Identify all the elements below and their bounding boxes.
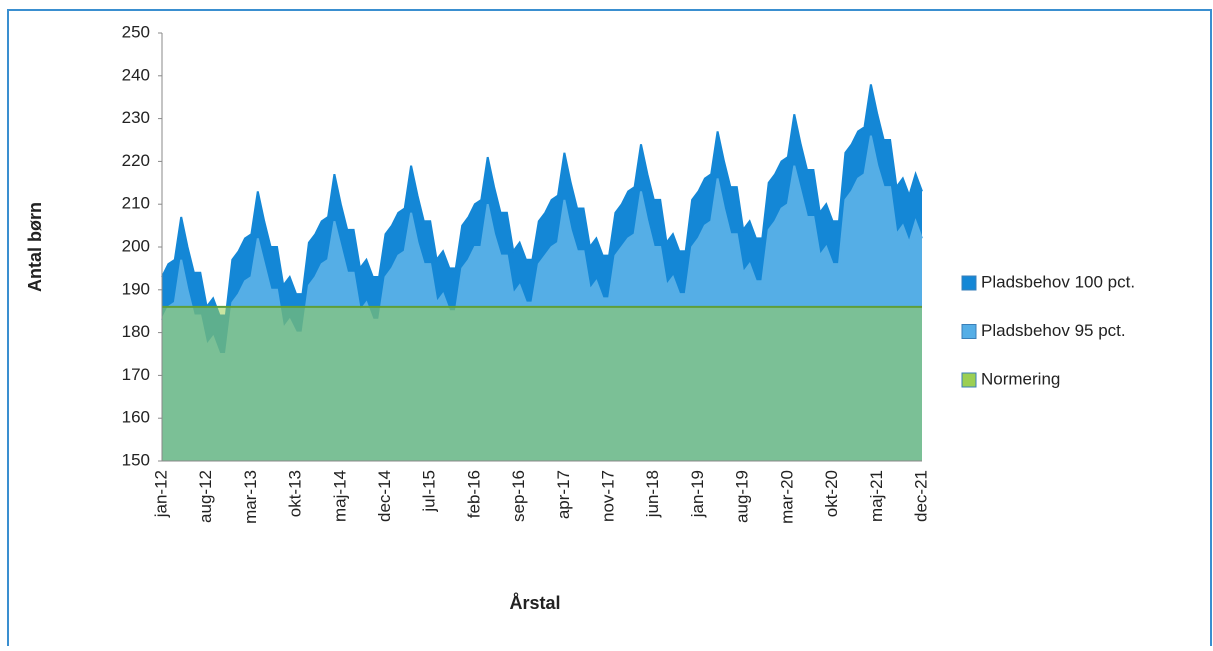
x-tick-label: maj-21 xyxy=(867,470,886,522)
x-tick-label: aug-12 xyxy=(196,470,215,523)
x-tick-label: dec-21 xyxy=(911,470,930,522)
x-tick-label: feb-16 xyxy=(464,470,483,518)
x-tick-label: sep-16 xyxy=(509,470,528,522)
x-tick-label: mar-13 xyxy=(241,470,260,524)
x-axis-label: Årstal xyxy=(509,593,560,613)
x-tick-label: jan-12 xyxy=(151,470,170,518)
x-tick-label: jun-18 xyxy=(643,470,662,518)
legend-label: Pladsbehov 100 pct. xyxy=(981,272,1135,291)
x-tick-label: dec-14 xyxy=(375,470,394,522)
y-tick-label: 250 xyxy=(122,22,150,41)
y-tick-label: 210 xyxy=(122,194,150,213)
series-line xyxy=(161,84,923,317)
legend-label: Normering xyxy=(981,369,1060,388)
y-tick-label: 150 xyxy=(122,450,150,469)
legend-swatch xyxy=(961,324,977,339)
y-tick-label: 220 xyxy=(122,151,150,170)
x-tick-label: mar-20 xyxy=(777,470,796,524)
x-tick-label: jul-15 xyxy=(420,470,439,513)
y-axis-label: Antal børn xyxy=(25,202,45,292)
legend-label: Pladsbehov 95 pct. xyxy=(981,321,1126,340)
y-tick-label: 170 xyxy=(122,365,150,384)
y-tick-label: 240 xyxy=(122,65,150,84)
legend-swatch xyxy=(961,372,977,388)
x-tick-label: maj-14 xyxy=(330,470,349,522)
x-tick-label: jan-19 xyxy=(688,470,707,518)
x-tick-label: aug-19 xyxy=(733,470,752,523)
y-tick-label: 190 xyxy=(122,279,150,298)
x-tick-label: okt-13 xyxy=(286,470,305,517)
y-tick-label: 160 xyxy=(122,408,150,427)
legend-swatch xyxy=(961,275,977,291)
area-fill xyxy=(162,306,922,461)
y-tick-label: 230 xyxy=(122,108,150,127)
y-tick-label: 180 xyxy=(122,322,150,341)
y-tick-label: 200 xyxy=(122,236,150,255)
x-tick-label: apr-17 xyxy=(554,470,573,519)
x-tick-label: okt-20 xyxy=(822,470,841,517)
x-tick-label: nov-17 xyxy=(599,470,618,522)
